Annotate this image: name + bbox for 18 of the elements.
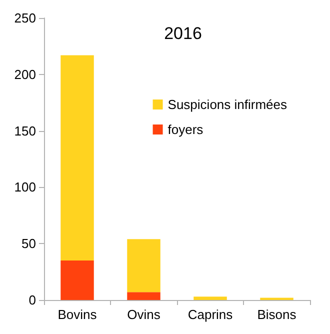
bar [60,260,94,300]
y-tick-label: 150 [14,123,36,138]
x-tick-label: Ovins [127,307,161,322]
x-tick-label: Bovins [58,307,98,322]
chart-title: 2016 [164,24,202,43]
legend-label: Suspicions infirmées [168,97,288,112]
y-tick-label: 50 [22,236,36,252]
bar [127,239,160,292]
y-tick-label: 0 [28,292,36,308]
x-tick-label: Caprins [188,307,234,322]
y-tick-label: 200 [14,66,36,82]
y-tick-label: 250 [14,10,36,26]
x-tick-label: Bisons [257,307,297,322]
bar [194,296,227,300]
bar [60,55,94,261]
bar [127,292,160,300]
y-tick-label: 100 [14,180,36,195]
legend-label: foyers [168,122,204,137]
